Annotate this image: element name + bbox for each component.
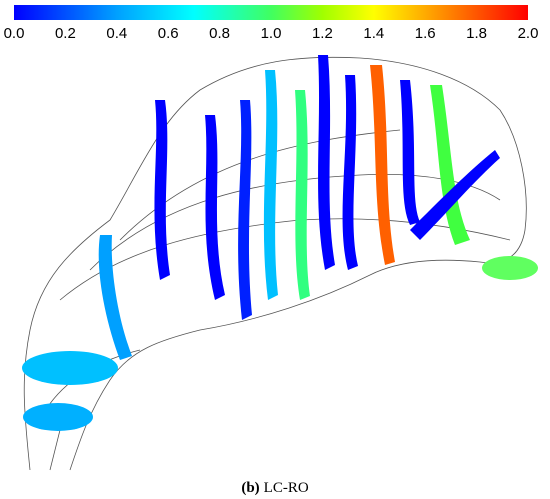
caption-text: LC-RO: [264, 480, 309, 496]
colorbar-tick-label: 1.0: [261, 25, 282, 42]
colorbar-tick-label: 1.6: [415, 25, 436, 42]
slices: [22, 55, 538, 431]
colorbar-tick-label: 1.8: [466, 25, 487, 42]
colorbar-tick-label: 1.2: [312, 25, 333, 42]
colorbar: [14, 5, 528, 20]
colorbar-tick-label: 1.4: [363, 25, 384, 42]
caption: (b) LC-RO: [241, 480, 309, 496]
colorbar-tick-label: 0.8: [209, 25, 230, 42]
colorbar-tick-label: 0.6: [158, 25, 179, 42]
colorbar-tick-label: 0.4: [106, 25, 127, 42]
caption-label: (b): [241, 480, 259, 496]
colorbar-tick-label: 0.2: [55, 25, 76, 42]
colorbar-ticks: 0.0 0.2 0.4 0.6 0.8 1.0 1.2 1.4 1.6 1.8 2.0: [4, 25, 539, 42]
colorbar-tick-label: 2.0: [518, 25, 539, 42]
colorbar-tick-label: 0.0: [4, 25, 25, 42]
geometry-outline: [23, 56, 527, 471]
